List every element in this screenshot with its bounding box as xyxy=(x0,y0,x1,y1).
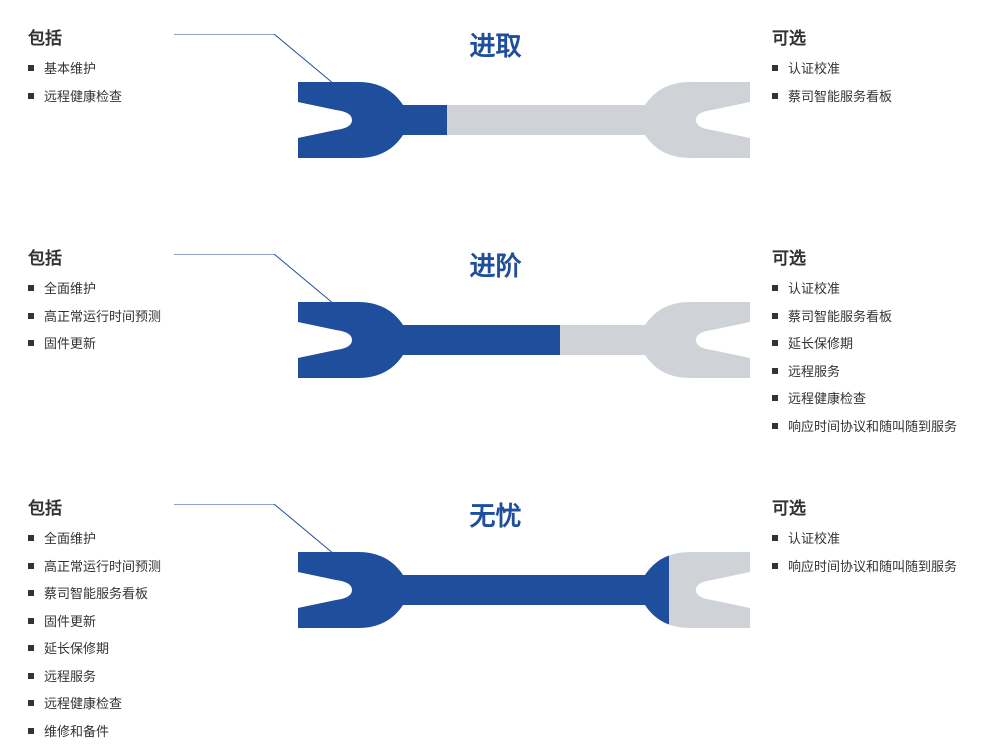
list-item: 蔡司智能服务看板 xyxy=(772,87,982,107)
included-list: 基本维护 远程健康检查 xyxy=(28,59,258,106)
list-item: 高正常运行时间预测 xyxy=(28,557,258,577)
optional-list: 认证校准 蔡司智能服务看板 延长保修期 远程服务 远程健康检查 响应时间协议和随… xyxy=(772,279,982,436)
wrench-icon xyxy=(298,280,750,400)
list-item: 延长保修期 xyxy=(772,334,982,354)
optional-list: 认证校准 响应时间协议和随叫随到服务 xyxy=(772,529,982,576)
list-item: 认证校准 xyxy=(772,59,982,79)
list-item: 认证校准 xyxy=(772,279,982,299)
optional-column: 可选 认证校准 蔡司智能服务看板 延长保修期 远程服务 远程健康检查 响应时间协… xyxy=(772,244,982,444)
optional-heading: 可选 xyxy=(772,244,982,269)
wrench-icon xyxy=(298,530,750,650)
list-item: 高正常运行时间预测 xyxy=(28,307,258,327)
included-list: 全面维护 高正常运行时间预测 固件更新 xyxy=(28,279,258,354)
tier-row-2: 包括 全面维护 高正常运行时间预测 固件更新 进阶 可选 认证校准 蔡司智能服务… xyxy=(0,244,991,474)
list-item: 远程健康检查 xyxy=(772,389,982,409)
tier-row-3: 包括 全面维护 高正常运行时间预测 蔡司智能服务看板 固件更新 延长保修期 远程… xyxy=(0,494,991,744)
optional-column: 可选 认证校准 响应时间协议和随叫随到服务 xyxy=(772,494,982,584)
list-item: 响应时间协议和随叫随到服务 xyxy=(772,417,982,437)
optional-heading: 可选 xyxy=(772,494,982,519)
list-item: 固件更新 xyxy=(28,612,258,632)
list-item: 远程健康检查 xyxy=(28,694,258,714)
list-item: 远程服务 xyxy=(772,362,982,382)
tier-row-1: 包括 基本维护 远程健康检查 进取 可选 认证校准 蔡司智能服务看板 xyxy=(0,24,991,224)
optional-heading: 可选 xyxy=(772,24,982,49)
list-item: 维修和备件 xyxy=(28,722,258,742)
optional-list: 认证校准 蔡司智能服务看板 xyxy=(772,59,982,106)
list-item: 远程健康检查 xyxy=(28,87,258,107)
list-item: 延长保修期 xyxy=(28,639,258,659)
list-item: 远程服务 xyxy=(28,667,258,687)
list-item: 认证校准 xyxy=(772,529,982,549)
list-item: 蔡司智能服务看板 xyxy=(772,307,982,327)
list-item: 固件更新 xyxy=(28,334,258,354)
optional-column: 可选 认证校准 蔡司智能服务看板 xyxy=(772,24,982,114)
list-item: 响应时间协议和随叫随到服务 xyxy=(772,557,982,577)
list-item: 蔡司智能服务看板 xyxy=(28,584,258,604)
included-list: 全面维护 高正常运行时间预测 蔡司智能服务看板 固件更新 延长保修期 远程服务 … xyxy=(28,529,258,741)
wrench-icon xyxy=(298,60,750,180)
